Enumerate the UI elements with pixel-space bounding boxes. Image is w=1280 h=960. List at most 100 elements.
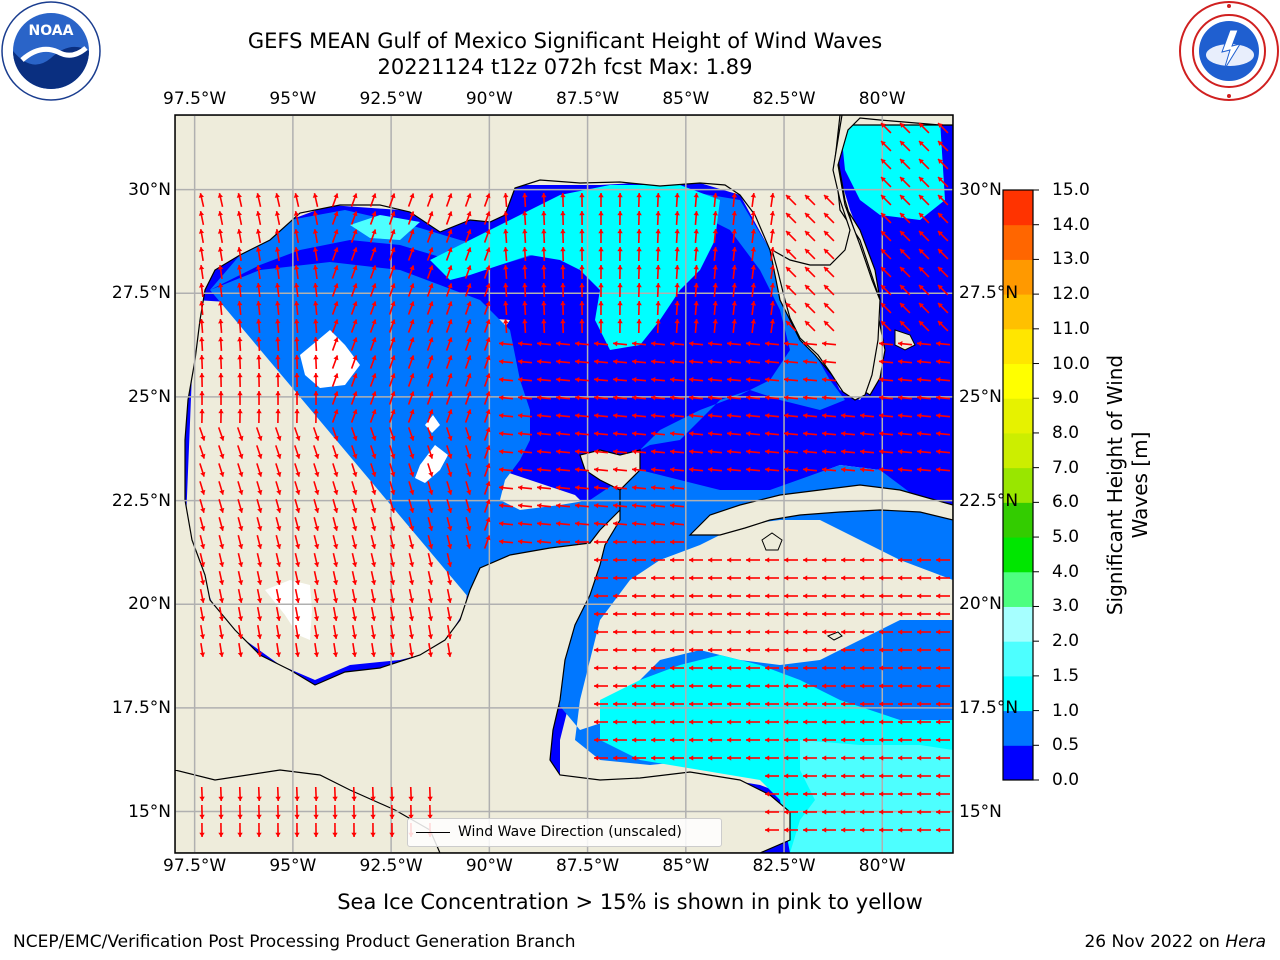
wind-wave-arrow (427, 642, 434, 658)
wind-wave-arrow (579, 192, 585, 208)
wind-wave-arrow (293, 192, 300, 208)
wind-wave-arrow (199, 354, 205, 370)
wind-wave-arrow (765, 809, 779, 815)
wind-wave-arrow (745, 431, 761, 437)
wind-wave-arrow (199, 463, 206, 477)
wind-wave-arrow (541, 318, 547, 334)
wind-wave-arrow (274, 210, 281, 226)
wind-wave-arrow (636, 300, 642, 316)
wind-wave-arrow (651, 701, 665, 707)
wind-wave-arrow (783, 467, 799, 473)
wind-wave-arrow (917, 701, 931, 707)
wind-wave-arrow (840, 467, 856, 473)
wind-wave-arrow (750, 210, 757, 226)
wind-wave-arrow (237, 553, 244, 567)
wind-wave-arrow (388, 265, 396, 279)
wind-wave-arrow (536, 431, 552, 437)
wind-wave-arrow (841, 665, 855, 671)
wind-wave-arrow (785, 230, 797, 242)
wind-wave-arrow (593, 395, 609, 401)
wind-wave-arrow (198, 246, 205, 262)
wind-wave-arrow (536, 395, 552, 401)
wind-wave-arrow (651, 755, 665, 761)
wind-wave-arrow (612, 449, 628, 455)
wind-wave-arrow (389, 535, 396, 549)
wind-wave-arrow (541, 228, 547, 244)
colorbar-tick-label: 10.0 (1052, 353, 1090, 374)
wind-wave-arrow (555, 341, 571, 347)
wind-wave-arrow (598, 192, 604, 208)
colorbar-frame (1002, 189, 1034, 781)
wind-wave-arrow (917, 557, 931, 563)
wind-wave-arrow (313, 499, 320, 513)
wind-wave-arrow (764, 449, 780, 455)
wind-wave-arrow (313, 822, 319, 838)
wind-wave-arrow (821, 431, 837, 437)
wind-wave-arrow (764, 377, 780, 383)
wind-wave-arrow (726, 377, 742, 383)
wind-wave-arrow (593, 341, 609, 347)
wind-wave-arrow (937, 212, 949, 224)
wind-wave-arrow (293, 246, 300, 262)
wind-wave-arrow (426, 301, 434, 315)
wind-wave-arrow (670, 593, 684, 599)
wind-wave-arrow (503, 228, 509, 244)
wind-wave-arrow (331, 283, 339, 297)
land-cuba (688, 484, 953, 536)
wind-wave-arrow (935, 359, 951, 365)
wind-wave-arrow (898, 773, 912, 779)
wind-wave-arrow (898, 719, 912, 725)
wind-wave-arrow (446, 535, 453, 549)
wind-wave-arrow (313, 282, 319, 298)
wind-wave-arrow (237, 336, 243, 352)
wind-wave-arrow (350, 301, 358, 315)
wind-wave-arrow (783, 359, 799, 365)
latitude-tick-label: 20°N (959, 594, 1002, 615)
wind-wave-arrow (632, 629, 646, 635)
colorbar-segment (1003, 294, 1033, 330)
wind-wave-arrow (936, 683, 950, 689)
wind-wave-arrow (936, 773, 950, 779)
wind-wave-arrow (841, 683, 855, 689)
wind-wave-arrow (878, 431, 894, 437)
wind-wave-arrow (388, 247, 396, 261)
wind-wave-arrow (536, 485, 552, 491)
wind-wave-arrow (935, 431, 951, 437)
wind-wave-arrow (464, 391, 472, 405)
latitude-tick-label: 15°N (959, 801, 1002, 822)
wind-wave-arrow (555, 431, 571, 437)
wind-wave-arrow (632, 575, 646, 581)
wind-wave-arrow (199, 804, 205, 820)
wind-wave-arrow (483, 193, 491, 207)
wind-wave-arrow (860, 557, 874, 563)
wind-wave-arrow (574, 449, 590, 455)
wind-wave-arrow (612, 431, 628, 437)
wind-wave-arrow (237, 822, 243, 838)
wind-wave-arrow (408, 642, 415, 658)
wind-wave-arrow (917, 665, 931, 671)
wind-wave-arrow (313, 804, 319, 820)
wind-wave-arrow (331, 211, 339, 225)
wind-wave-arrow (275, 553, 282, 567)
wind-wave-arrow (556, 539, 570, 545)
colorbar (1002, 189, 1039, 781)
wind-wave-arrow (408, 463, 415, 477)
wind-wave-arrow (445, 337, 453, 351)
grid-lines (175, 115, 953, 853)
wind-wave-arrow (765, 701, 779, 707)
colorbar-segment (1003, 224, 1033, 260)
wind-wave-arrow (917, 755, 931, 761)
wind-wave-arrow (541, 300, 547, 316)
wind-wave-arrow (237, 463, 244, 477)
wind-wave-arrow (369, 409, 377, 423)
map-legend: Wind Wave Direction (unscaled) (407, 818, 722, 847)
wind-wave-arrow (275, 354, 281, 370)
wind-wave-arrow (650, 503, 666, 509)
wind-wave-arrow (669, 341, 685, 347)
latitude-tick-label: 20°N (128, 594, 171, 615)
wind-wave-arrow (651, 737, 665, 743)
wind-wave-arrow (218, 372, 224, 388)
wind-wave-arrow (803, 575, 817, 581)
colorbar-segment (1003, 398, 1033, 434)
wind-wave-arrow (331, 265, 339, 279)
